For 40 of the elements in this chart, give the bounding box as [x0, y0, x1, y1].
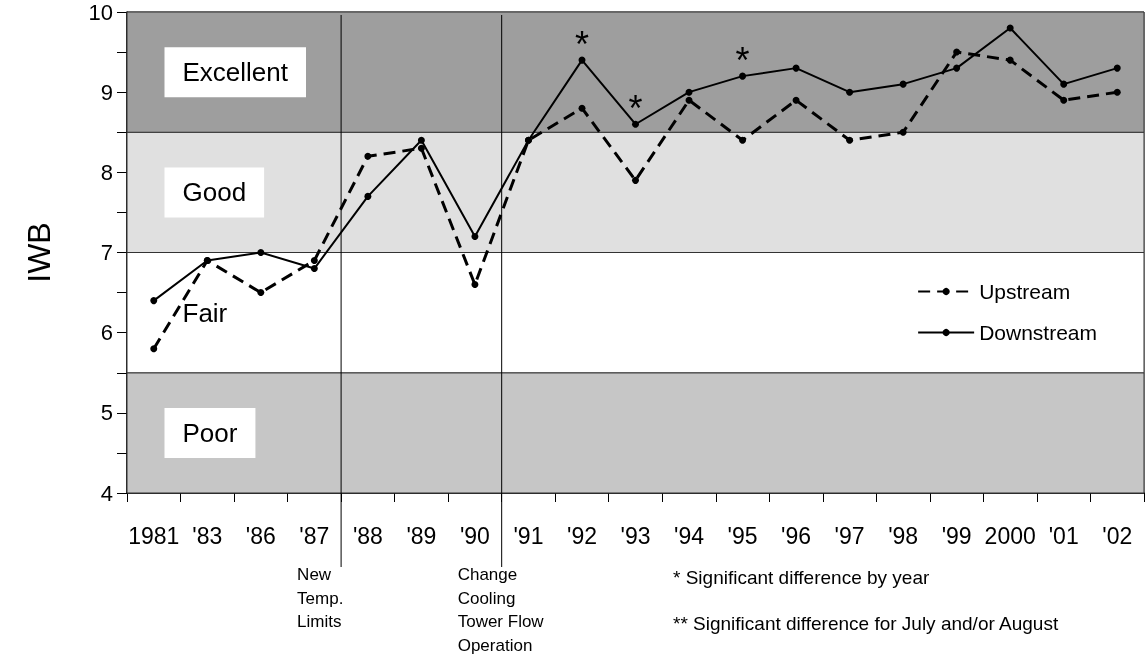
x-tick-label: '83 [192, 522, 223, 549]
text: * Significant difference by year [673, 567, 930, 588]
y-axis-title: IWB [21, 222, 57, 283]
x-tick-label: '97 [834, 522, 865, 549]
x-tick-label: '95 [727, 522, 758, 549]
x-tick-label: 2000 [984, 522, 1036, 549]
annotation: * [574, 23, 589, 65]
band-label: Excellent [182, 57, 289, 88]
x-tick-label: '01 [1048, 522, 1079, 549]
x-tick-label: '93 [620, 522, 651, 549]
y-tick-label: 8 [100, 159, 113, 185]
annotation: * [735, 39, 750, 81]
x-tick-label: '86 [245, 522, 276, 549]
x-tick-label: '02 [1102, 522, 1133, 549]
legend-label: Upstream [979, 280, 1071, 303]
y-tick-label: 9 [100, 79, 113, 105]
x-tick-label: '92 [566, 522, 597, 549]
x-tick-label: '98 [888, 522, 919, 549]
x-tick-label: '96 [781, 522, 812, 549]
legend-label: Downstream [979, 321, 1098, 344]
band-label: Good [182, 177, 247, 208]
x-tick-label: '87 [299, 522, 330, 549]
annotation: * [628, 87, 643, 129]
text: New Temp. Limits [297, 565, 344, 632]
y-tick-label: 5 [100, 400, 113, 426]
x-tick-label: '90 [459, 522, 490, 549]
y-tick-label: 6 [100, 320, 113, 346]
x-tick-label: 1981 [128, 522, 180, 549]
y-tick-label: 10 [88, 0, 113, 25]
x-tick-label: '91 [513, 522, 544, 549]
band-label: Poor [182, 417, 238, 448]
x-tick-label: '89 [406, 522, 437, 549]
x-tick-label: '88 [352, 522, 383, 549]
y-tick-label: 4 [100, 480, 113, 506]
x-tick-label: '99 [941, 522, 972, 549]
text: Change Cooling Tower Flow Operation [457, 565, 545, 655]
band-label: Fair [182, 297, 228, 328]
text: ** Significant difference for July and/or August [673, 613, 1059, 634]
x-tick-label: '94 [674, 522, 705, 549]
y-tick-label: 7 [100, 240, 113, 265]
